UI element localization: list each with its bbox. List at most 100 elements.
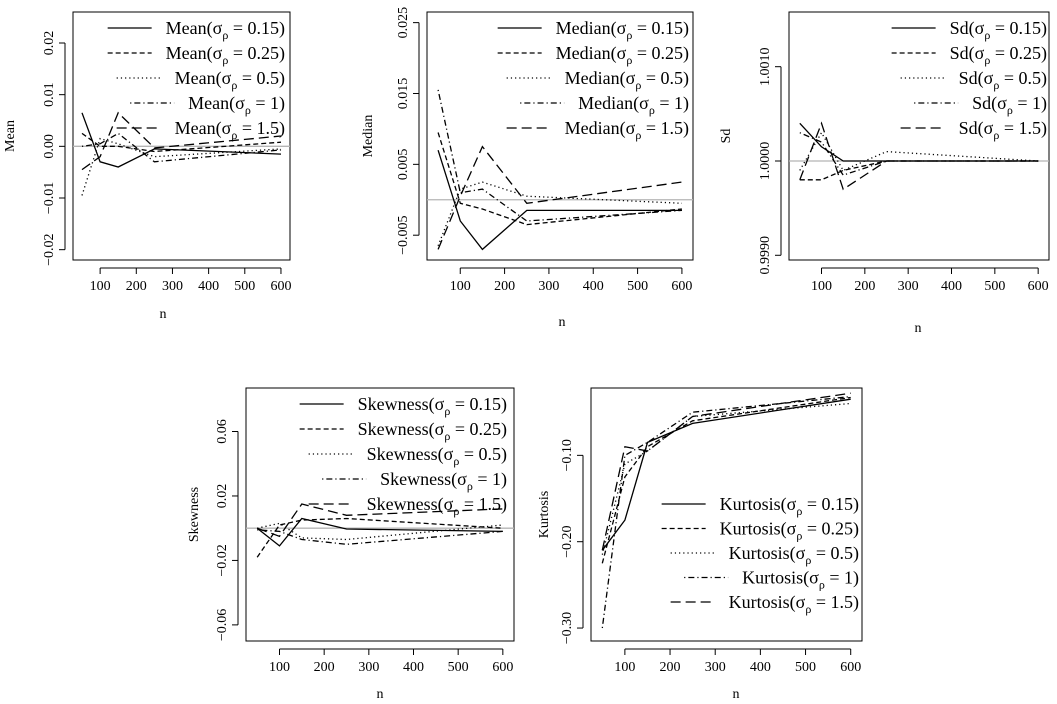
x-tick-label: 300	[358, 660, 379, 675]
x-tick-label: 200	[494, 279, 515, 294]
legend-label: Kurtosis(σρ = 0.25)	[720, 519, 859, 543]
legend-item: Sd(σρ = 1.5)	[900, 118, 1047, 142]
legend-item: Sd(σρ = 0.5)	[900, 68, 1047, 92]
legend-label: Skewness(σρ = 1.5)	[367, 494, 507, 518]
series-line-2	[81, 132, 282, 153]
legend-item: Mean(σρ = 1)	[130, 93, 285, 117]
legend-item: Median(σρ = 0.25)	[497, 43, 689, 67]
x-tick-label: 600	[492, 660, 513, 675]
legend-label: Mean(σρ = 1)	[188, 93, 285, 117]
legend-item: Mean(σρ = 0.15)	[107, 18, 285, 42]
series-line-3	[81, 137, 282, 196]
legend-item: Mean(σρ = 1.5)	[116, 118, 285, 142]
series-line-2	[437, 132, 682, 226]
series-line-4	[81, 132, 282, 163]
legend-label: Median(σρ = 1)	[578, 93, 689, 117]
series-line-3	[799, 131, 1039, 172]
y-tick-label: 0.02	[215, 484, 230, 509]
y-axis-label: Mean	[3, 120, 18, 152]
y-axis-label: Sd	[719, 129, 734, 144]
legend-item: Skewness(σρ = 1.5)	[308, 494, 507, 518]
y-tick-label: −0.01	[42, 182, 57, 214]
x-tick-label: 100	[614, 660, 635, 675]
legend-label: Mean(σρ = 1.5)	[175, 118, 285, 142]
legend-item: Mean(σρ = 0.5)	[116, 68, 285, 92]
y-tick-label: 0.015	[396, 78, 411, 110]
x-tick-label: 300	[162, 279, 183, 294]
legend-label: Median(σρ = 1.5)	[565, 118, 689, 142]
y-tick-label: 0.025	[396, 7, 411, 39]
x-tick-label: 600	[270, 279, 291, 294]
legend-item: Kurtosis(σρ = 1.5)	[670, 592, 859, 616]
x-tick-label: 100	[811, 279, 832, 294]
series-line-1	[437, 150, 682, 251]
series-line-4	[799, 132, 1039, 176]
series-line-4	[437, 89, 682, 222]
x-tick-label: 200	[660, 660, 681, 675]
legend-item: Skewness(σρ = 0.25)	[299, 419, 507, 443]
x-tick-label: 400	[403, 660, 424, 675]
x-tick-label: 500	[795, 660, 816, 675]
y-tick-label: −0.005	[396, 215, 411, 254]
legend-item: Median(σρ = 1.5)	[506, 118, 689, 142]
legend: Mean(σρ = 0.15)Mean(σρ = 0.25)Mean(σρ = …	[107, 18, 285, 142]
plot-frame	[72, 11, 291, 261]
x-axis-label: n	[559, 315, 566, 330]
legend: Skewness(σρ = 0.15)Skewness(σρ = 0.25)Sk…	[299, 394, 507, 518]
legend-item: Median(σρ = 0.15)	[497, 18, 689, 42]
legend-item: Sd(σρ = 0.25)	[891, 43, 1047, 67]
legend-label: Sd(σρ = 1.5)	[959, 118, 1047, 142]
legend-label: Mean(σρ = 0.5)	[175, 68, 285, 92]
x-tick-label: 300	[898, 279, 919, 294]
series-line-1	[256, 517, 503, 547]
series-line-5	[437, 145, 682, 250]
y-tick-label: 0.06	[215, 419, 230, 444]
panel-median: 100 200 300 400 500 600 n −0.005 0.005 0.015 0.025…	[361, 7, 694, 330]
series-line-2	[601, 396, 851, 564]
series-line-5	[256, 503, 503, 538]
legend-item: Kurtosis(σρ = 0.25)	[661, 519, 859, 543]
x-tick-label: 300	[705, 660, 726, 675]
x-axis-label: n	[733, 687, 740, 702]
legend-item: Mean(σρ = 0.25)	[107, 43, 285, 67]
legend-label: Median(σρ = 0.25)	[556, 43, 689, 67]
x-tick-label: 100	[90, 279, 111, 294]
plot-frame	[426, 11, 694, 261]
y-tick-label: 0.00	[42, 134, 57, 159]
series-line-1	[81, 112, 282, 168]
legend: Sd(σρ = 0.15)Sd(σρ = 0.25)Sd(σρ = 0.5)Sd…	[891, 18, 1047, 142]
legend-item: Skewness(σρ = 0.5)	[308, 444, 507, 468]
x-tick-label: 200	[126, 279, 147, 294]
panel-skewness: 100 200 300 400 500 600 n −0.06 −0.02 0.02 0.06 Ske…	[187, 387, 515, 702]
legend-item: Kurtosis(σρ = 0.15)	[661, 494, 859, 518]
legend-label: Skewness(σρ = 0.15)	[358, 394, 507, 418]
x-tick-label: 200	[854, 279, 875, 294]
y-axis-label: Kurtosis	[537, 491, 552, 538]
y-tick-label: −0.02	[215, 544, 230, 576]
y-tick-label: 1.0000	[758, 142, 773, 181]
legend-item: Sd(σρ = 1)	[914, 93, 1047, 117]
x-tick-label: 500	[984, 279, 1005, 294]
legend-label: Sd(σρ = 0.15)	[950, 18, 1047, 42]
x-tick-label: 100	[269, 660, 290, 675]
x-tick-label: 600	[671, 279, 692, 294]
legend-item: Skewness(σρ = 1)	[322, 469, 507, 493]
legend: Median(σρ = 0.15)Median(σρ = 0.25) Median…	[497, 18, 689, 142]
panel-sd: 100 200 300 400 500 600 n 0.9990 1.0000 1.0010 Sd S…	[719, 11, 1050, 336]
x-tick-label: 600	[1028, 279, 1049, 294]
legend-item: Skewness(σρ = 0.15)	[299, 394, 507, 418]
legend-label: Median(σρ = 0.15)	[556, 18, 689, 42]
y-tick-label: −0.10	[560, 439, 575, 471]
y-tick-label: −0.30	[560, 612, 575, 644]
legend: Kurtosis(σρ = 0.15)Kurtosis(σρ = 0.25) Ku…	[661, 494, 859, 616]
panel-kurtosis: 100 200 300 400 500 600 n −0.30 −0.20 −0.10 Kurtos…	[537, 387, 863, 702]
x-tick-label: 400	[941, 279, 962, 294]
legend-label: Mean(σρ = 0.25)	[166, 43, 285, 67]
legend-label: Skewness(σρ = 1)	[380, 469, 507, 493]
plot-frame	[245, 387, 515, 642]
legend-label: Sd(σρ = 0.5)	[959, 68, 1047, 92]
y-tick-label: 1.0010	[758, 47, 773, 86]
legend-label: Skewness(σρ = 0.25)	[358, 419, 507, 443]
x-axis-label: n	[377, 687, 384, 702]
